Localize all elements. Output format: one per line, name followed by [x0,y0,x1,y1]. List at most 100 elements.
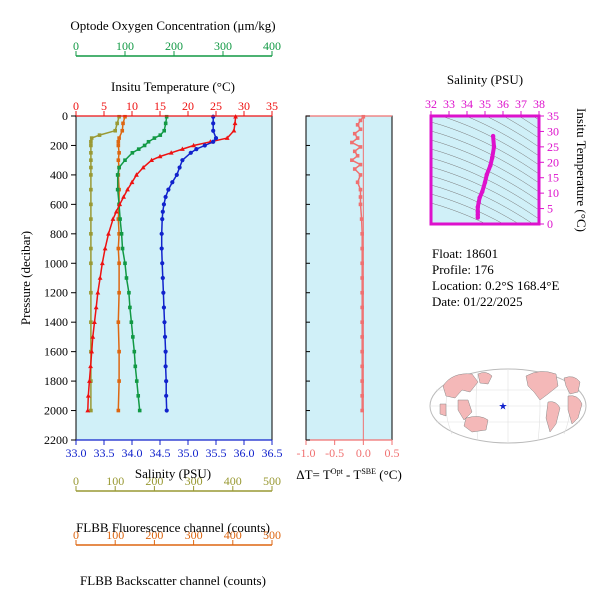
ts-temperature-tick-label: 35 [547,109,559,123]
data-point [115,173,120,177]
data-point [142,143,147,148]
data-point [358,118,363,123]
temperature-axis-tick-label: 20 [182,99,194,113]
data-point [360,394,364,398]
delta-axis-title: ΔT= TOpt - TSBE (°C) [296,467,402,482]
land-europe [563,376,581,395]
data-point [119,232,124,236]
data-point [161,202,167,207]
data-point [168,150,174,155]
data-point [149,157,154,162]
data-point [211,139,216,144]
data-point [89,139,93,144]
data-point [89,217,93,221]
pressure-axis-tick-label: 2200 [44,433,68,447]
data-point [360,320,364,324]
salinity-axis-tick-label: 33.0 [66,446,87,460]
data-point [360,379,364,383]
data-point [211,114,216,119]
data-point [360,290,364,295]
data-point [160,275,165,281]
optode-oxygen-concentration-line [116,116,168,411]
pressure-axis-tick-label: 1800 [44,374,68,388]
data-point [352,167,357,171]
data-point [116,143,121,148]
delta-title-end: (°C) [376,467,402,482]
data-point [358,145,363,149]
data-point [90,334,96,339]
data-point [360,349,364,354]
float-location-marker: ★ [499,402,508,413]
ts-isopycnal-line [465,116,539,157]
ts-point [475,204,480,210]
info-location: Location: 0.2°S 168.4°E [432,278,559,293]
data-point [128,305,132,310]
ts-salinity-tick-label: 38 [533,97,545,111]
ts-point [475,212,480,217]
data-point [130,151,135,155]
pressure-axis-tick-label: 2000 [44,404,68,418]
salinity-axis-tick-label: 35.0 [178,446,199,460]
ts-isopycnal-line [431,130,539,184]
ts-point [482,180,488,185]
data-point [117,261,121,266]
data-point [110,216,116,221]
fluorescence-axis-tick-label: 500 [263,474,281,488]
oxygen-axis-title: Optode Oxygen Concentration (μm/kg) [70,18,275,33]
oxygen-axis-tick-label: 100 [116,39,134,53]
data-point [360,232,364,236]
data-point [116,246,121,251]
land-africa [567,395,583,425]
data-point [123,261,127,266]
ts-point [490,133,496,139]
data-point [117,290,121,295]
info-date: Date: 01/22/2025 [432,294,523,309]
data-point [106,231,111,236]
map-land [439,371,583,433]
data-point [89,349,95,354]
data-point [159,231,164,236]
ts-point [480,189,485,194]
data-point [358,162,363,167]
data-point [166,187,171,192]
data-point [160,216,165,222]
ts-isopycnal-line [440,116,539,166]
temperature-axis-tick-label: 0 [73,99,79,113]
data-point [129,179,135,185]
oxygen-axis-tick-label: 0 [73,39,79,53]
data-point [358,195,363,199]
ts-temperature-tick-label: 10 [547,186,559,200]
data-point [132,349,137,354]
data-point [162,128,166,133]
data-point [162,334,168,340]
data-point [89,187,93,192]
ts-plot-area [431,116,539,224]
land-south-america [545,401,561,433]
data-point [99,260,105,266]
data-point [102,245,108,251]
backscatter-axis-tick-label: 300 [185,528,203,542]
data-point [89,246,93,251]
ts-temperature-tick-label: 30 [547,124,559,138]
data-point [123,158,127,162]
data-point [89,379,93,383]
land-east-asia [477,372,493,385]
data-point [113,209,119,214]
data-point [360,261,364,266]
delta-axis-tick-label: 0.5 [385,446,400,460]
pressure-axis-tick-label: 1000 [44,256,68,270]
ts-salinity-tick-label: 36 [497,97,509,111]
data-point [124,276,129,280]
data-point [129,320,134,324]
ts-isopycnal-line [431,148,539,202]
temperature-axis-tick-label: 10 [126,99,138,113]
data-point [117,136,121,140]
ts-salinity-axis-title: Salinity (PSU) [447,72,523,87]
info-float: Float: 18601 [432,246,498,261]
data-point [136,147,141,151]
land-australia [463,416,489,433]
data-point [92,319,97,324]
ts-point [475,209,480,214]
ts-isopycnal-line [485,116,539,148]
